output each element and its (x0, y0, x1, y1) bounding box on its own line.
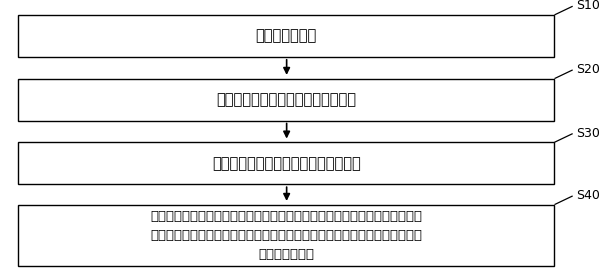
Bar (18, 15, 554, 57)
Text: 在所述量子点发光层上制备电子传输层: 在所述量子点发光层上制备电子传输层 (212, 156, 361, 171)
Bar (18, 79, 554, 121)
Bar (18, 142, 554, 184)
Text: 在所述阳极基板上制备量子点发光层: 在所述阳极基板上制备量子点发光层 (216, 92, 356, 107)
Text: S20: S20 (576, 63, 599, 76)
Text: 提供一阳极基板: 提供一阳极基板 (256, 28, 317, 43)
Text: S30: S30 (576, 127, 599, 140)
Text: S40: S40 (576, 189, 599, 202)
Text: S10: S10 (576, 0, 599, 12)
Text: 在所述电子传输层上制备阴极，制得所述量子点发光二极管，其中，所述电子
传输层材料为通过螯合剂交联在一起的纳米金属氧化物，所述螯合剂含有至少
三个羧基官能团: 在所述电子传输层上制备阴极，制得所述量子点发光二极管，其中，所述电子 传输层材料… (150, 209, 422, 261)
Bar (18, 205, 554, 266)
